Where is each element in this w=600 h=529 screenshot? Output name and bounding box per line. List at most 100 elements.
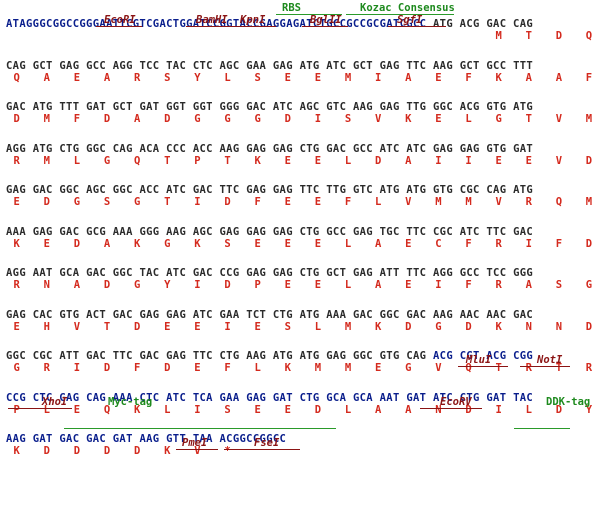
- amino-acid: I: [194, 196, 201, 208]
- nucleotide-line: CCG CTC GAG CAG AAA CTC ATC TCA GAA GAG …: [6, 392, 533, 404]
- amino-acid: K: [374, 320, 382, 333]
- codon: CAG: [486, 184, 507, 196]
- codon: GAT: [513, 142, 534, 155]
- amino-acid: L: [43, 403, 51, 416]
- codon: GGT: [166, 101, 187, 113]
- amino-acid: F: [465, 237, 472, 250]
- codon: CAG: [112, 142, 133, 155]
- codon: GGG: [139, 225, 160, 238]
- amino-acid: D: [585, 320, 593, 333]
- amino-acid: P: [194, 154, 201, 167]
- nucleotide-line: GAG GAC GGC AGC GGC ACC ATC GAC TTC GAG …: [6, 184, 533, 196]
- amino-acid: E: [405, 279, 412, 291]
- codon: GCC: [86, 59, 107, 72]
- amino-acid: E: [314, 196, 322, 208]
- amino-acid: R: [585, 362, 593, 374]
- amino-acid: E: [314, 71, 322, 84]
- codon: GGC: [86, 142, 107, 155]
- codon: GAG: [246, 267, 267, 279]
- bamhi-marker: [186, 26, 234, 27]
- codon: AAA: [112, 391, 133, 404]
- amino-acid: E: [314, 237, 322, 250]
- amino-acid: D: [13, 113, 21, 125]
- codon: CAC: [32, 308, 53, 321]
- codon: GGG: [513, 267, 534, 279]
- amino-acid: I: [314, 113, 322, 125]
- codon: TTC: [406, 59, 427, 72]
- amino-acid: M: [585, 113, 593, 125]
- ecori-marker: [96, 26, 142, 27]
- codon: AAC: [459, 308, 480, 321]
- amino-acid: R: [525, 196, 533, 208]
- amino-acid: K: [134, 237, 141, 250]
- amino-acid: A: [405, 403, 412, 416]
- amino-acid: E: [284, 237, 292, 250]
- amino-acid: K: [194, 237, 201, 250]
- codon: GAC: [32, 184, 53, 196]
- amino-acid: E: [435, 113, 442, 125]
- amino-acid: T: [495, 362, 503, 374]
- amino-acid: G: [435, 320, 442, 333]
- codon: GAC: [59, 433, 80, 445]
- codon: CTG: [299, 391, 320, 404]
- codon: GAG: [32, 225, 53, 238]
- codon: GCC: [352, 142, 373, 155]
- codon: ACG: [459, 101, 480, 113]
- amino-acid: D: [134, 445, 141, 457]
- codon: CTG: [219, 350, 240, 362]
- codon: AAC: [486, 308, 507, 321]
- codon: GAG: [246, 391, 267, 404]
- amino-acid: E: [314, 279, 322, 291]
- amino-acid: F: [224, 362, 232, 374]
- codon: GAG: [246, 225, 267, 238]
- amino-acid: E: [284, 196, 292, 208]
- codon: AGC: [219, 59, 240, 72]
- amino-acid: M: [585, 196, 593, 208]
- amino-acid: D: [103, 445, 111, 457]
- amino-acid: F: [254, 196, 262, 208]
- codon: ATC: [166, 184, 187, 196]
- amino-acid: S: [344, 113, 352, 125]
- amino-acid: Q: [465, 362, 472, 374]
- codon: TGC: [379, 225, 400, 238]
- codon: ATC: [166, 391, 187, 404]
- amino-acid: D: [43, 445, 51, 457]
- codon: GAG: [433, 142, 454, 155]
- codon: AGG: [6, 142, 27, 155]
- codon: ATT: [379, 267, 400, 279]
- amino-acid: E: [405, 237, 412, 250]
- amino-acid: N: [525, 320, 533, 333]
- codon: GAC: [86, 433, 107, 445]
- amino-acid: L: [344, 237, 352, 250]
- codon: GAC: [479, 18, 507, 30]
- codon: GAT: [272, 391, 293, 404]
- codon: GAC: [192, 267, 213, 279]
- amino-acid: *: [224, 445, 232, 457]
- codon: TCC: [139, 59, 160, 72]
- amino-acid: D: [405, 320, 412, 333]
- amino-acid: L: [344, 154, 352, 167]
- codon: ATG: [32, 142, 53, 155]
- codon: CGG: [513, 350, 534, 362]
- amino-acid: L: [224, 71, 232, 84]
- codon: TCA: [192, 391, 213, 404]
- amino-acid: G: [13, 362, 21, 374]
- amino-acid: E: [194, 362, 201, 374]
- codon: GAG: [379, 59, 400, 72]
- amino-acid: P: [254, 279, 262, 291]
- codon: ACGGCCGGCC: [219, 433, 287, 445]
- codon: GCC: [326, 225, 347, 238]
- codon: GAT: [139, 101, 160, 113]
- codon: TCT: [246, 308, 267, 321]
- codon: GAG: [139, 308, 160, 321]
- amino-acid: D: [164, 113, 171, 125]
- amino-acid: M: [435, 196, 442, 208]
- myc-label: Myc-tag: [108, 396, 153, 408]
- amino-acid: A: [374, 279, 382, 291]
- codon: CCC: [166, 142, 187, 155]
- codon: AGC: [192, 225, 213, 238]
- amino-acid: H: [43, 320, 51, 333]
- codon: ATC: [166, 267, 187, 279]
- amino-acid: L: [314, 320, 322, 333]
- sequence-block: ATAGGGCGGCCGGGAATTCGTCGACTGGATCCGGTACCGA…: [6, 18, 596, 60]
